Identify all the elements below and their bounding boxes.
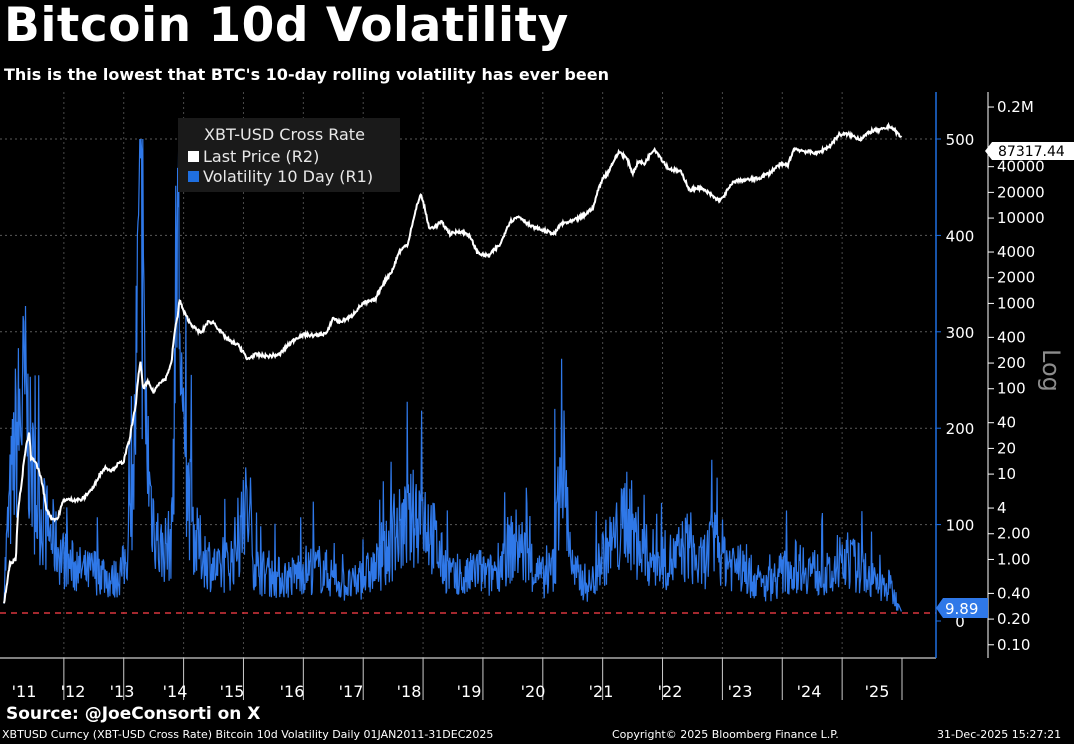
x-tick-label: '20 xyxy=(521,682,546,701)
r2-tick-label: 40000 xyxy=(997,158,1045,176)
r1-tick-label: 500 xyxy=(946,131,975,149)
price-line xyxy=(3,121,903,604)
x-axis: '11 '12 '13 '14 '15 '16 '17 '18 '19 '20 '21 '22 '23 '… xyxy=(0,657,936,701)
volatility-line xyxy=(3,138,902,612)
r1-tick-label: 200 xyxy=(946,420,975,438)
chart-subtitle: This is the lowest that BTC's 10-day rol… xyxy=(4,65,609,84)
x-tick-label: '17 xyxy=(339,682,364,701)
r2-tick-label: 4 xyxy=(997,499,1007,517)
r2-tick-label: 2000 xyxy=(997,269,1035,287)
r2-tick-label: 400 xyxy=(997,328,1026,346)
legend-label-volatility: Volatility 10 Day (R1) xyxy=(203,167,374,186)
last-volatility-marker: 9.89 xyxy=(936,598,988,618)
volatility-series xyxy=(3,138,902,612)
r2-tick-label: 20 xyxy=(997,439,1016,457)
r2-tick-label: 1.00 xyxy=(997,550,1030,568)
legend-label-price: Last Price (R2) xyxy=(203,147,320,166)
r1-tick-label: 0 xyxy=(955,613,965,631)
legend-item-last-price: Last Price (R2) xyxy=(188,147,319,166)
x-tick-label: '13 xyxy=(110,682,135,701)
footer-security: XBTUSD Curncy (XBT-USD Cross Rate) Bitco… xyxy=(2,728,494,741)
footer: XBTUSD Curncy (XBT-USD Cross Rate) Bitco… xyxy=(0,728,1074,744)
x-tick-label: '18 xyxy=(397,682,422,701)
r2-tick-label: 2.00 xyxy=(997,525,1030,543)
source-credit: Source: @JoeConsorti on X xyxy=(6,704,261,724)
r2-tick-label: 200 xyxy=(997,354,1026,372)
footer-copyright: Copyright© 2025 Bloomberg Finance L.P. xyxy=(612,728,839,741)
x-tick-label: '11 xyxy=(12,682,37,701)
log-axis-label: Log xyxy=(1037,349,1065,392)
r1-tick-label: 100 xyxy=(946,517,975,535)
legend: XBT-USD Cross Rate Last Price (R2) Volat… xyxy=(178,118,400,192)
r2-tick-label: 0.10 xyxy=(997,636,1030,654)
r2-tick-label: 0.20 xyxy=(997,610,1030,628)
x-tick-label: '19 xyxy=(457,682,482,701)
r1-tick-label: 400 xyxy=(946,227,975,245)
chart-title: Bitcoin 10d Volatility xyxy=(4,0,569,53)
legend-item-volatility: Volatility 10 Day (R1) xyxy=(188,167,373,186)
x-tick-label: '15 xyxy=(220,682,245,701)
legend-swatch-price xyxy=(188,151,199,162)
x-tick-label: '23 xyxy=(728,682,753,701)
legend-swatch-volatility xyxy=(188,171,199,182)
last-price-marker: 87317.44 xyxy=(985,142,1074,160)
r2-tick-label: 10 xyxy=(997,465,1016,483)
r2-tick-label: 0.2M xyxy=(997,98,1034,116)
r2-axis: 0.10 0.20 0.40 1.00 2.00 4 10 20 40 100 200 400 1000… xyxy=(987,92,1045,658)
r2-tick-label: 40 xyxy=(997,414,1016,432)
legend-title: XBT-USD Cross Rate xyxy=(204,125,365,144)
price-series xyxy=(3,121,903,604)
last-volatility-label: 9.89 xyxy=(945,600,978,618)
r2-tick-label: 100 xyxy=(997,380,1026,398)
x-tick-label: '25 xyxy=(865,682,890,701)
last-price-label: 87317.44 xyxy=(998,144,1065,160)
r2-tick-label: 1000 xyxy=(997,294,1035,312)
x-tick-label: '12 xyxy=(61,682,86,701)
r2-tick-label: 10000 xyxy=(997,209,1045,227)
x-tick-label: '21 xyxy=(589,682,614,701)
x-tick-label: '16 xyxy=(280,682,305,701)
x-tick-label: '22 xyxy=(658,682,683,701)
x-tick-label: '24 xyxy=(797,682,822,701)
r1-axis: 0 100 200 300 400 500 xyxy=(935,92,975,658)
r2-tick-label: 4000 xyxy=(997,243,1035,261)
r2-tick-label: 20000 xyxy=(997,183,1045,201)
footer-timestamp: 31-Dec-2025 15:27:21 xyxy=(937,728,1062,741)
x-tick-label: '14 xyxy=(163,682,188,701)
r1-tick-label: 300 xyxy=(946,324,975,342)
r2-tick-label: 0.40 xyxy=(997,584,1030,602)
